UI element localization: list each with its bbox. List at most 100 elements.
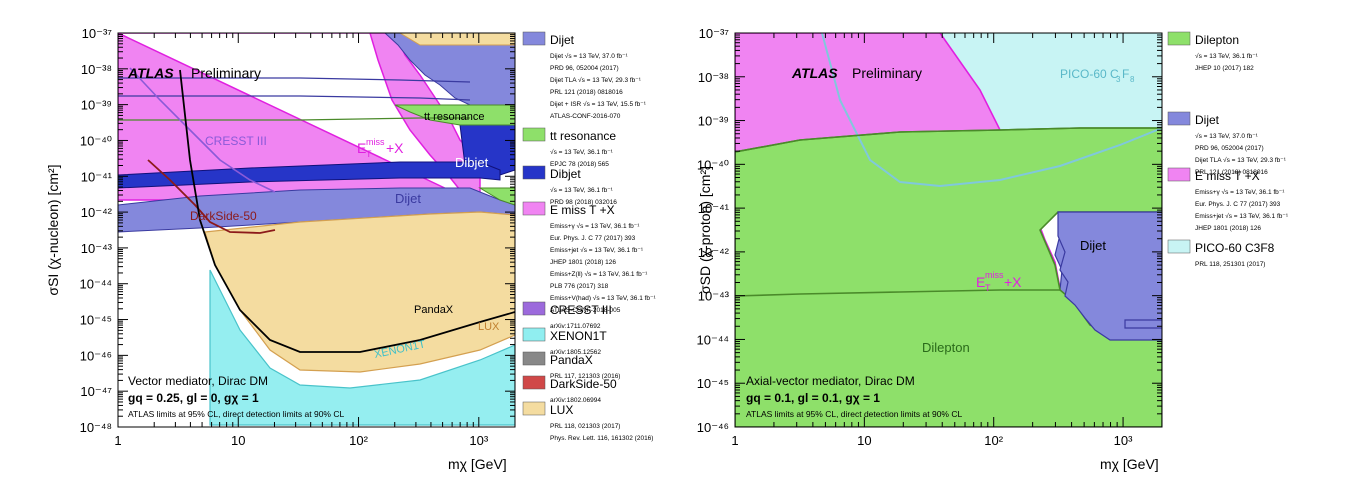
x-tick-label: 10³	[469, 433, 488, 448]
legend-swatch	[1167, 239, 1191, 254]
y-tick-label: 10⁻⁴²	[698, 245, 730, 260]
met-label-right: E miss T +X	[976, 270, 1022, 293]
met-label: E miss T +X	[357, 137, 404, 159]
legend-sub: PRD 96, 052004 (2017)	[550, 65, 619, 72]
y-tick-label: 10⁻⁴⁴	[80, 277, 113, 292]
left-ylabel: σSI (χ-nucleon) [cm²]	[45, 164, 61, 295]
y-tick-label: 10⁻⁴⁵	[80, 313, 112, 328]
region-dijet-upper	[384, 33, 515, 106]
y-tick-label: 10⁻⁴⁶	[697, 420, 729, 435]
legend-sub: PRL 121 (2018) 0818016	[550, 89, 623, 96]
svg-text:8: 8	[1130, 75, 1135, 84]
svg-text:T: T	[366, 149, 372, 159]
legend-swatch	[522, 375, 546, 390]
couplings-label: gq = 0.25, gl = 0, gχ = 1	[128, 391, 259, 405]
y-tick-label: 10⁻⁴⁵	[697, 376, 729, 391]
left-plot-regions	[118, 33, 515, 427]
dibjet-label: Dibjet	[455, 155, 489, 170]
y-tick-label: 10⁻³⁷	[82, 26, 113, 41]
legend-sub: Dijet √s = 13 TeV, 37.0 fb⁻¹	[550, 52, 628, 60]
right-plot: 1 10 10² 10³ 10⁻⁴⁶ 10⁻⁴⁵ 10⁻⁴⁴ 10⁻⁴³ 10⁻⁴² 10⁻⁴¹ 1…	[697, 26, 1163, 472]
legend-sub: PRL 118, 021303 (2017)	[550, 423, 620, 430]
legend-label: E miss T +X	[550, 203, 615, 217]
legend-item: tt resonance √s = 13 TeV, 36.1 fb⁻¹ EPJC 7…	[522, 127, 616, 168]
legend-sub: Emiss+V(had) √s = 13 TeV, 36.1 fb⁻¹	[550, 294, 656, 302]
right-legend: Dilepton √s = 13 TeV, 36.1 fb⁻¹ JHEP 10 (2…	[1167, 31, 1289, 268]
mediator-label-right: Axial-vector mediator, Dirac DM	[746, 374, 915, 388]
legend-sub: Emiss+Z(ll) √s = 13 TeV, 36.1 fb⁻¹	[550, 270, 648, 278]
x-tick-label: 1	[731, 433, 738, 448]
legend-swatch	[522, 401, 546, 416]
right-ylabel: σSD (χ-proton) [cm²]	[697, 166, 713, 294]
cresst-label: CRESST III	[205, 134, 267, 148]
legend-item: XENON1T arXiv:1805.12562	[522, 327, 607, 356]
legend-sub: Eur. Phys. J. C 77 (2017) 393	[1195, 201, 1281, 208]
svg-text:miss: miss	[985, 270, 1004, 280]
legend-sub: Emiss+γ √s = 13 TeV, 36.1 fb⁻¹	[550, 222, 640, 230]
y-tick-label: 10⁻⁴¹	[81, 169, 113, 184]
legend-item: PandaX PRL 117, 121303 (2016)	[522, 351, 620, 380]
x-tick-label: 10²	[349, 433, 368, 448]
legend-item: Dijet √s = 13 TeV, 37.0 fb⁻¹ PRD 96, 05200…	[1167, 111, 1287, 176]
region-dijet-band	[118, 187, 515, 233]
legend-item: LUX PRL 118, 021303 (2017) Phys. Rev. Lett…	[522, 401, 653, 442]
legend-swatch	[522, 165, 546, 180]
legend-sub: JHEP 10 (2017) 182	[1195, 65, 1254, 72]
svg-text:+X: +X	[386, 140, 404, 156]
cl-note-label: ATLAS limits at 95% CL, direct detection…	[128, 409, 344, 419]
legend-sub: Phys. Rev. Lett. 116, 161302 (2016)	[550, 435, 653, 442]
legend-item: E miss T +X Emiss+γ √s = 13 TeV, 36.1 fb⁻…	[522, 201, 656, 314]
legend-sub: EPJC 78 (2018) 565	[550, 161, 609, 168]
legend-sub: ATLAS-CONF-2016-070	[550, 113, 621, 120]
atlas-label-right: ATLAS	[791, 65, 838, 81]
right-axes: 1 10 10² 10³ 10⁻⁴⁶ 10⁻⁴⁵ 10⁻⁴⁴ 10⁻⁴³ 10⁻⁴² 10⁻⁴¹ 1…	[697, 26, 1163, 448]
svg-text:3: 3	[1116, 75, 1121, 84]
y-tick-label: 10⁻³⁸	[698, 70, 729, 85]
svg-text:E: E	[357, 140, 366, 156]
legend-swatch	[1167, 31, 1191, 46]
y-tick-label: 10⁻⁴²	[81, 205, 113, 220]
y-tick-label: 10⁻⁴⁶	[80, 348, 112, 363]
legend-sub: PRL 117, 121303 (2016)	[550, 373, 620, 380]
y-tick-label: 10⁻⁴¹	[698, 201, 730, 216]
left-xlabel: mχ [GeV]	[448, 456, 507, 472]
legend-swatch	[1167, 167, 1191, 182]
legend-sub: Dijet TLA √s = 13 TeV, 29.3 fb⁻¹	[550, 76, 642, 84]
legend-label: Dilepton	[1195, 33, 1239, 47]
x-tick-label: 10	[231, 433, 245, 448]
y-tick-label: 10⁻³⁸	[81, 62, 112, 77]
y-tick-label: 10⁻⁴⁸	[80, 420, 112, 435]
curve-pandax	[179, 69, 515, 353]
legend-sub: PRD 96, 052004 (2017)	[1195, 145, 1264, 152]
legend-label: Dibjet	[550, 167, 581, 181]
legend-sub: JHEP 1801 (2018) 126	[1195, 225, 1261, 232]
legend-label: DarkSide-50	[550, 377, 617, 391]
x-tick-label: 10³	[1114, 433, 1133, 448]
right-xlabel: mχ [GeV]	[1100, 456, 1159, 472]
dijet-label-right: Dijet	[1080, 238, 1106, 253]
legend-label: LUX	[550, 403, 573, 417]
legend-label: PandaX	[550, 353, 593, 367]
legend-sub: PRL 121 (2018) 0818016	[1195, 169, 1268, 176]
legend-sub: PRL 118, 251301 (2017)	[1195, 261, 1265, 268]
legend-sub: Emiss+jet √s = 13 TeV, 36.1 fb⁻¹	[550, 246, 644, 254]
y-tick-label: 10⁻⁴⁰	[697, 157, 729, 172]
legend-swatch	[522, 31, 546, 46]
legend-label: E miss T +X	[1195, 169, 1260, 183]
region-green-strip	[478, 187, 515, 206]
legend-sub: arXiv:1711.07692	[550, 323, 601, 330]
legend-sub: JHEP 1801 (2018) 126	[550, 259, 616, 266]
region-lux-main	[204, 211, 515, 373]
legend-swatch	[522, 301, 546, 316]
left-plot: 1 10 10² 10³ 10⁻⁴⁸ 10⁻⁴⁷ 10⁻⁴⁶ 10⁻⁴⁵ 10⁻⁴⁴ 10⁻⁴³ 1…	[45, 26, 516, 472]
legend-label: Dijet	[1195, 113, 1220, 127]
curve-pico	[821, 33, 1162, 188]
x-tick-label: 10²	[984, 433, 1003, 448]
legend-sub: PRD 98 (2018) 032016	[550, 199, 617, 206]
legend-sub: √s = 13 TeV, 36.1 fb⁻¹	[550, 148, 614, 156]
legend-label: tt resonance	[550, 129, 616, 143]
legend-item: Dibjet √s = 13 TeV, 36.1 fb⁻¹ PRD 98 (2018…	[522, 165, 617, 206]
y-tick-label: 10⁻⁴⁷	[80, 384, 112, 399]
